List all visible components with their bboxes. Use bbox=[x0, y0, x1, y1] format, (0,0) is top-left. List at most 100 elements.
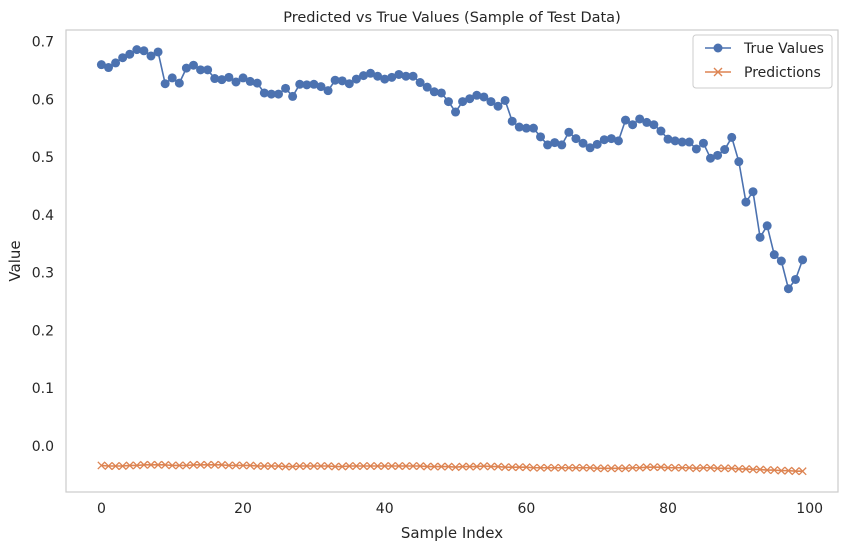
data-point bbox=[585, 143, 595, 153]
data-point bbox=[713, 150, 723, 160]
data-point bbox=[593, 464, 602, 473]
data-point bbox=[543, 140, 553, 150]
data-point bbox=[656, 126, 666, 136]
data-point bbox=[344, 79, 354, 89]
data-point bbox=[642, 117, 652, 127]
data-point bbox=[486, 97, 496, 107]
data-point bbox=[529, 463, 538, 472]
data-point bbox=[415, 78, 425, 88]
data-point bbox=[543, 463, 552, 472]
data-point bbox=[345, 461, 354, 471]
y-tick-label: 0.1 bbox=[32, 381, 54, 397]
data-point bbox=[132, 45, 142, 55]
data-point bbox=[755, 232, 765, 242]
data-point bbox=[125, 49, 135, 59]
data-point bbox=[97, 461, 106, 470]
data-point bbox=[486, 462, 496, 471]
y-tick-label: 0.4 bbox=[32, 208, 54, 224]
data-point bbox=[316, 461, 326, 471]
data-point bbox=[132, 461, 141, 470]
x-tick-label: 40 bbox=[376, 501, 394, 517]
data-point bbox=[599, 135, 609, 145]
data-point bbox=[352, 461, 361, 471]
data-point bbox=[592, 139, 602, 149]
data-point bbox=[281, 462, 290, 471]
data-point bbox=[203, 460, 212, 469]
data-point bbox=[784, 466, 793, 475]
data-point bbox=[798, 467, 807, 476]
data-point bbox=[337, 76, 347, 86]
data-point bbox=[507, 116, 517, 126]
data-point bbox=[436, 88, 446, 98]
data-point bbox=[663, 134, 673, 144]
y-tick-label: 0.6 bbox=[32, 92, 54, 108]
data-point bbox=[564, 127, 574, 137]
x-tick-label: 80 bbox=[659, 501, 677, 517]
data-point bbox=[430, 462, 439, 471]
data-point bbox=[118, 461, 127, 471]
data-point bbox=[550, 463, 559, 472]
data-point bbox=[557, 463, 566, 472]
data-point bbox=[678, 463, 687, 472]
data-point bbox=[281, 83, 291, 93]
data-point bbox=[154, 460, 163, 469]
data-point bbox=[153, 47, 163, 57]
data-point bbox=[493, 462, 503, 471]
data-point bbox=[309, 461, 318, 471]
data-point bbox=[521, 123, 531, 133]
data-point bbox=[245, 76, 255, 86]
data-point bbox=[635, 114, 645, 124]
data-point bbox=[479, 92, 489, 102]
data-point bbox=[253, 461, 262, 471]
data-point bbox=[423, 462, 432, 471]
data-point bbox=[416, 461, 425, 471]
axis-ticks: 0 20 40 60 80 100 0.0 0.1 0.2 0.3 0.4 0.5 0.6 0.7 bbox=[32, 35, 823, 517]
data-point bbox=[338, 462, 347, 471]
data-point bbox=[635, 463, 644, 472]
data-point bbox=[266, 89, 276, 99]
data-point bbox=[501, 463, 510, 472]
data-point bbox=[387, 72, 397, 82]
data-point bbox=[557, 140, 567, 150]
data-point bbox=[429, 87, 439, 97]
data-point bbox=[734, 157, 744, 167]
data-point bbox=[408, 71, 418, 81]
data-point bbox=[359, 461, 368, 471]
data-point bbox=[351, 74, 361, 84]
data-point bbox=[578, 463, 588, 472]
data-point bbox=[125, 461, 134, 470]
data-point bbox=[698, 138, 708, 148]
chart-title: Predicted vs True Values (Sample of Test… bbox=[283, 10, 620, 26]
data-point bbox=[514, 122, 524, 132]
data-point bbox=[706, 463, 715, 472]
data-point bbox=[231, 461, 241, 470]
data-point bbox=[401, 71, 411, 81]
data-point bbox=[564, 463, 573, 472]
data-point bbox=[748, 465, 758, 474]
data-point bbox=[500, 95, 510, 105]
data-point bbox=[175, 461, 184, 470]
data-point bbox=[139, 460, 148, 469]
data-point bbox=[302, 461, 311, 471]
data-point bbox=[259, 88, 269, 98]
data-point bbox=[224, 461, 233, 470]
data-point bbox=[274, 461, 283, 471]
data-point bbox=[380, 461, 389, 471]
data-point bbox=[479, 461, 488, 471]
data-point bbox=[238, 73, 248, 83]
data-point bbox=[586, 463, 595, 472]
y-tick-label: 0.0 bbox=[32, 439, 54, 455]
data-point bbox=[196, 460, 205, 469]
data-point bbox=[210, 460, 219, 469]
data-point bbox=[104, 461, 113, 471]
series-predictions bbox=[97, 460, 807, 476]
data-point bbox=[649, 120, 659, 130]
data-point bbox=[621, 115, 631, 125]
data-point bbox=[536, 463, 545, 472]
data-point bbox=[741, 197, 751, 207]
data-point bbox=[139, 46, 149, 56]
data-point bbox=[465, 94, 475, 104]
data-point bbox=[394, 69, 404, 79]
data-point bbox=[302, 80, 312, 90]
